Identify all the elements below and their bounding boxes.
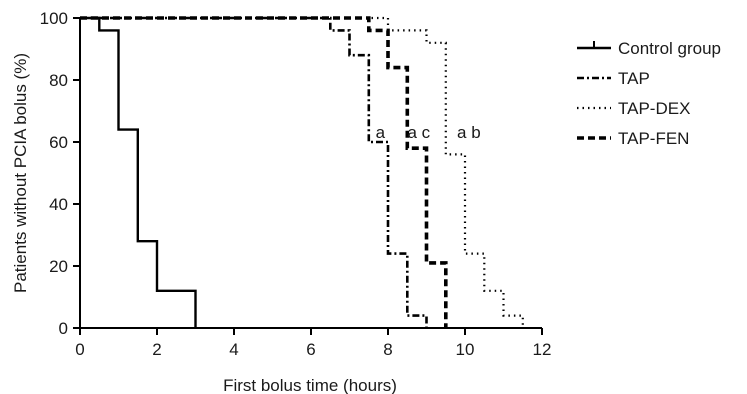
series-line-tap-fen: [80, 16, 448, 328]
legend-label: TAP-DEX: [618, 99, 690, 118]
x-tick-label: 10: [456, 340, 475, 359]
x-tick-label: 6: [306, 340, 315, 359]
legend: Control group TAP TAP-DEX TAP-FEN: [577, 39, 721, 148]
x-tick-label: 2: [152, 340, 161, 359]
annotation-label: a c: [407, 123, 430, 142]
y-tick-label: 40: [49, 195, 68, 214]
series-line-tap: [80, 16, 428, 328]
plot-series: [80, 16, 524, 328]
y-tick-label: 0: [59, 319, 68, 338]
annotation-label: a: [376, 123, 386, 142]
y-axis-title: Patients without PCIA bolus (%): [11, 53, 30, 293]
x-tick-label: 4: [229, 340, 238, 359]
series-line-control-group: [80, 16, 197, 328]
legend-label: TAP: [618, 69, 650, 88]
x-axis-title: First bolus time (hours): [223, 376, 397, 394]
y-tick-label: 80: [49, 71, 68, 90]
legend-label: Control group: [618, 39, 721, 58]
annotation-label: a b: [457, 123, 481, 142]
x-tick-label: 12: [533, 340, 552, 359]
axes: 0 2 4 6 8 10 12 0 20 40 60 80 100: [40, 9, 552, 359]
x-tick-label: 8: [383, 340, 392, 359]
series-line-tap-dex: [80, 16, 524, 328]
y-tick-label: 100: [40, 9, 68, 28]
x-tick-label: 0: [75, 340, 84, 359]
y-tick-label: 20: [49, 257, 68, 276]
y-tick-label: 60: [49, 133, 68, 152]
legend-label: TAP-FEN: [618, 129, 689, 148]
